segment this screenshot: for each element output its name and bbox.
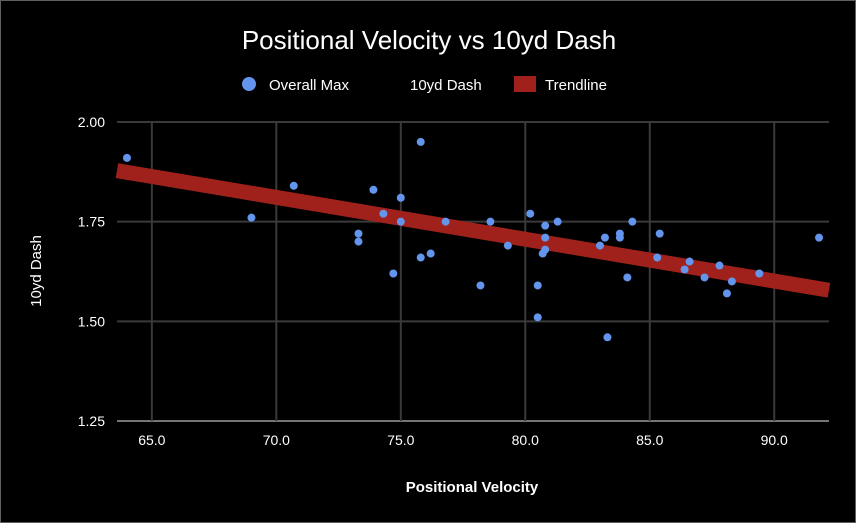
y-axis-ticks: 1.25 1.50 1.75 2.00 <box>78 114 105 429</box>
x-tick-label: 70.0 <box>263 432 290 448</box>
x-axis-label: Positional Velocity <box>406 479 539 496</box>
data-point <box>369 185 378 194</box>
data-point <box>396 217 405 226</box>
data-point <box>615 233 624 242</box>
data-point <box>486 217 495 226</box>
gridlines <box>117 121 829 422</box>
data-point <box>595 241 604 250</box>
legend-label-overall-max: Overall Max <box>269 77 350 94</box>
data-point <box>533 281 542 290</box>
data-point <box>538 249 547 258</box>
data-point <box>247 213 256 222</box>
x-tick-label: 80.0 <box>512 432 539 448</box>
data-point <box>476 281 485 290</box>
legend-marker-overall-max <box>242 77 256 91</box>
data-points <box>122 137 824 342</box>
data-point <box>389 269 398 278</box>
data-point <box>653 253 662 262</box>
y-tick-label: 2.00 <box>78 114 105 130</box>
legend-label-trendline: Trendline <box>545 77 607 94</box>
data-point <box>553 217 562 226</box>
data-point <box>700 273 709 282</box>
data-point <box>727 277 736 286</box>
trendline-layer <box>115 163 831 298</box>
data-point <box>416 253 425 262</box>
x-tick-label: 90.0 <box>761 432 788 448</box>
data-point <box>722 289 731 298</box>
data-point <box>628 217 637 226</box>
legend-marker-trendline <box>514 76 536 92</box>
data-point <box>623 273 632 282</box>
data-point <box>289 181 298 190</box>
data-point <box>755 269 764 278</box>
data-point <box>441 217 450 226</box>
data-point <box>600 233 609 242</box>
chart-title: Positional Velocity vs 10yd Dash <box>242 25 616 55</box>
data-point <box>379 209 388 218</box>
legend-label-10yd-dash: 10yd Dash <box>410 77 482 94</box>
data-point <box>426 249 435 258</box>
data-point <box>680 265 689 274</box>
x-tick-label: 65.0 <box>138 432 165 448</box>
data-point <box>655 229 664 238</box>
data-point <box>541 233 550 242</box>
data-point <box>354 237 363 246</box>
data-point <box>603 333 612 342</box>
data-point <box>354 229 363 238</box>
x-axis-ticks: 65.0 70.0 75.0 80.0 85.0 90.0 <box>138 432 788 448</box>
legend: Overall Max 10yd Dash Trendline <box>242 76 607 94</box>
x-tick-label: 85.0 <box>636 432 663 448</box>
data-point <box>396 193 405 202</box>
data-point <box>526 209 535 218</box>
data-point <box>685 257 694 266</box>
x-tick-label: 75.0 <box>387 432 414 448</box>
y-tick-label: 1.25 <box>78 413 105 429</box>
data-point <box>541 221 550 230</box>
data-point <box>416 137 425 146</box>
data-point <box>533 313 542 322</box>
y-axis-label: 10yd Dash <box>28 235 45 307</box>
data-point <box>815 233 824 242</box>
y-tick-label: 1.50 <box>78 313 105 329</box>
trendline <box>115 163 831 298</box>
data-point <box>122 153 131 162</box>
data-point <box>503 241 512 250</box>
data-point <box>715 261 724 270</box>
y-tick-label: 1.75 <box>78 214 105 230</box>
